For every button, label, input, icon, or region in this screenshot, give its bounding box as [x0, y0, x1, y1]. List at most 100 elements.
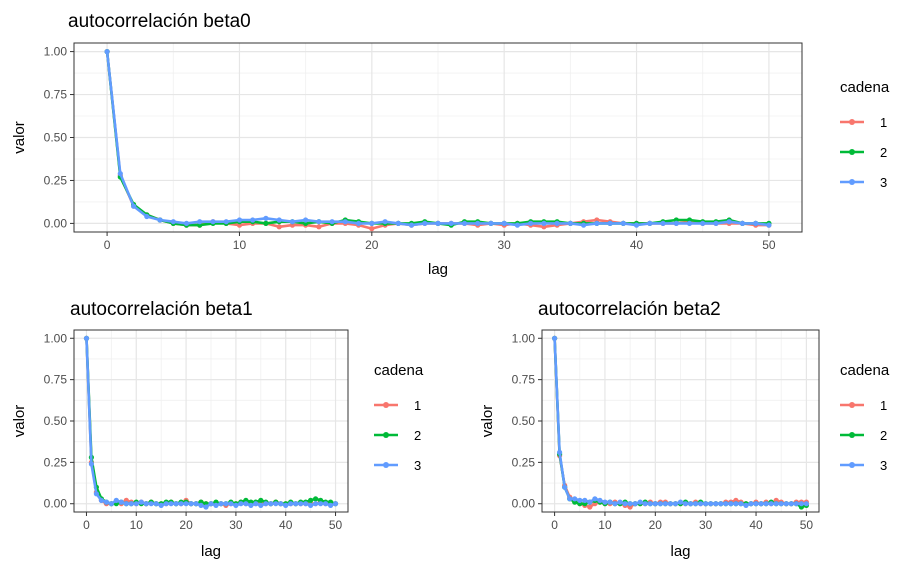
data-point	[308, 502, 314, 508]
data-point	[461, 220, 468, 226]
data-point	[528, 220, 534, 226]
data-point	[633, 222, 640, 228]
data-point	[514, 222, 521, 228]
data-point	[250, 217, 256, 223]
data-point	[113, 497, 119, 503]
data-point	[263, 501, 269, 507]
data-point	[223, 501, 229, 507]
legend-title: cadena	[840, 79, 890, 96]
data-point	[541, 220, 547, 226]
data-point	[356, 220, 362, 226]
data-point	[236, 217, 243, 223]
data-point	[677, 499, 684, 505]
y-tick-label: 1.00	[44, 331, 68, 345]
data-point	[168, 501, 174, 507]
data-point	[768, 501, 774, 507]
data-point	[88, 461, 94, 467]
data-point	[713, 501, 719, 507]
data-point	[647, 220, 653, 226]
data-point	[316, 224, 322, 230]
y-axis-label: valor	[11, 405, 28, 438]
data-point	[594, 220, 600, 226]
series-3	[104, 49, 772, 228]
legend-label: 3	[880, 458, 887, 473]
legend-key-point	[383, 402, 389, 408]
data-point	[688, 501, 694, 507]
data-point	[173, 501, 179, 507]
data-point	[738, 501, 744, 507]
legend-key-point	[849, 179, 855, 185]
y-tick-label: 0.00	[512, 497, 536, 511]
data-point	[104, 49, 110, 55]
data-point	[667, 501, 674, 507]
data-point	[620, 220, 626, 226]
data-point	[228, 501, 234, 507]
data-point	[117, 171, 123, 177]
data-point	[763, 501, 769, 507]
data-point	[144, 213, 150, 220]
y-tick-label: 0.00	[44, 216, 68, 230]
data-point	[408, 222, 415, 228]
data-point	[303, 501, 309, 507]
data-point	[708, 501, 714, 507]
data-point	[170, 219, 176, 225]
legend-key-point	[849, 462, 855, 468]
y-axis-label: valor	[11, 121, 28, 154]
data-point	[313, 501, 319, 507]
legend-label: 3	[414, 458, 421, 473]
data-point	[183, 501, 189, 507]
legend-label: 2	[414, 428, 421, 443]
y-tick-label: 0.75	[44, 88, 68, 102]
data-point	[243, 501, 249, 507]
data-point	[758, 501, 764, 507]
legend-label: 2	[880, 145, 887, 160]
data-point	[672, 501, 679, 507]
data-point	[316, 219, 322, 225]
gridlines	[74, 43, 802, 232]
data-point	[268, 501, 274, 507]
data-point	[592, 496, 598, 502]
y-tick-label: 0.75	[44, 373, 68, 387]
data-point	[308, 497, 314, 503]
y-tick-label: 0.25	[512, 455, 536, 469]
legend: cadena 1 2 3	[374, 362, 424, 473]
chart-title: autocorrelación beta0	[68, 11, 251, 32]
data-point	[342, 219, 348, 225]
data-point	[739, 220, 746, 226]
data-point	[328, 502, 334, 508]
legend-key-point	[849, 149, 855, 155]
data-point	[748, 501, 754, 507]
data-point	[131, 203, 137, 209]
data-point	[248, 502, 254, 508]
data-point	[713, 220, 719, 226]
data-point	[133, 501, 139, 507]
data-point	[435, 220, 441, 226]
data-point	[682, 501, 689, 507]
legend-key-point	[383, 432, 389, 438]
data-point	[108, 501, 114, 507]
data-point	[773, 501, 779, 507]
data-point	[673, 220, 679, 226]
data-point	[263, 215, 269, 221]
x-tick-label: 40	[630, 238, 644, 252]
data-point	[743, 502, 749, 508]
data-point	[662, 501, 669, 507]
x-tick-label: 0	[104, 238, 111, 252]
data-point	[723, 501, 729, 507]
data-point	[369, 226, 375, 232]
data-point	[607, 220, 613, 226]
gridlines	[542, 330, 819, 512]
data-point	[329, 219, 335, 225]
legend-label: 3	[880, 175, 887, 190]
x-tick-label: 30	[699, 518, 713, 532]
data-point	[253, 501, 259, 507]
chart-panel-0: 0 10 20 30 40 50 0.00 0.25 0.50 0.75 1.00autocorre…	[11, 11, 890, 278]
data-point	[263, 220, 269, 226]
data-point	[587, 499, 593, 505]
x-tick-label: 20	[179, 518, 193, 532]
data-point	[660, 220, 666, 226]
data-point	[607, 499, 613, 505]
data-point	[118, 499, 124, 505]
data-point	[138, 499, 144, 505]
